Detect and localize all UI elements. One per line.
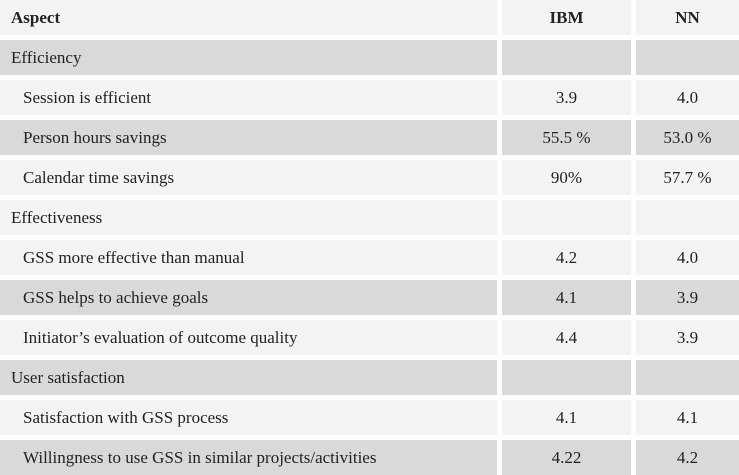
section-row-efficiency: Efficiency: [0, 40, 739, 80]
ibm-value: 4.2: [502, 240, 636, 280]
section-label: Effectiveness: [0, 200, 502, 240]
table-row: Satisfaction with GSS process 4.1 4.1: [0, 400, 739, 440]
nn-value: 4.0: [636, 80, 739, 120]
nn-value: 57.7 %: [636, 160, 739, 200]
nn-value: [636, 40, 739, 80]
header-aspect: Aspect: [0, 0, 502, 40]
ibm-value: 3.9: [502, 80, 636, 120]
aspect-label: Initiator’s evaluation of outcome qualit…: [0, 320, 502, 360]
section-label: Efficiency: [0, 40, 502, 80]
table-row: GSS helps to achieve goals 4.1 3.9: [0, 280, 739, 320]
nn-value: 4.2: [636, 440, 739, 475]
nn-value: 4.0: [636, 240, 739, 280]
ibm-value: 4.4: [502, 320, 636, 360]
ibm-value: 4.22: [502, 440, 636, 475]
table-row: Calendar time savings 90% 57.7 %: [0, 160, 739, 200]
ibm-value: 4.1: [502, 400, 636, 440]
table-row: GSS more effective than manual 4.2 4.0: [0, 240, 739, 280]
nn-value: 4.1: [636, 400, 739, 440]
header-row: Aspect IBM NN: [0, 0, 739, 40]
section-label: User satisfaction: [0, 360, 502, 400]
header-ibm: IBM: [502, 0, 636, 40]
aspect-label: GSS helps to achieve goals: [0, 280, 502, 320]
table-row: Willingness to use GSS in similar projec…: [0, 440, 739, 475]
table-row: Person hours savings 55.5 % 53.0 %: [0, 120, 739, 160]
ibm-value: 4.1: [502, 280, 636, 320]
nn-value: [636, 360, 739, 400]
nn-value: 3.9: [636, 320, 739, 360]
aspect-label: Willingness to use GSS in similar projec…: [0, 440, 502, 475]
section-row-effectiveness: Effectiveness: [0, 200, 739, 240]
table-row: Initiator’s evaluation of outcome qualit…: [0, 320, 739, 360]
ibm-value: 55.5 %: [502, 120, 636, 160]
aspect-label: Satisfaction with GSS process: [0, 400, 502, 440]
aspect-label: Session is efficient: [0, 80, 502, 120]
nn-value: 53.0 %: [636, 120, 739, 160]
nn-value: [636, 200, 739, 240]
ibm-value: [502, 40, 636, 80]
ibm-value: [502, 200, 636, 240]
ibm-value: [502, 360, 636, 400]
nn-value: 3.9: [636, 280, 739, 320]
aspect-label: Person hours savings: [0, 120, 502, 160]
table-row: Session is efficient 3.9 4.0: [0, 80, 739, 120]
section-row-user-satisfaction: User satisfaction: [0, 360, 739, 400]
aspect-label: Calendar time savings: [0, 160, 502, 200]
header-nn: NN: [636, 0, 739, 40]
aspect-label: GSS more effective than manual: [0, 240, 502, 280]
ibm-value: 90%: [502, 160, 636, 200]
